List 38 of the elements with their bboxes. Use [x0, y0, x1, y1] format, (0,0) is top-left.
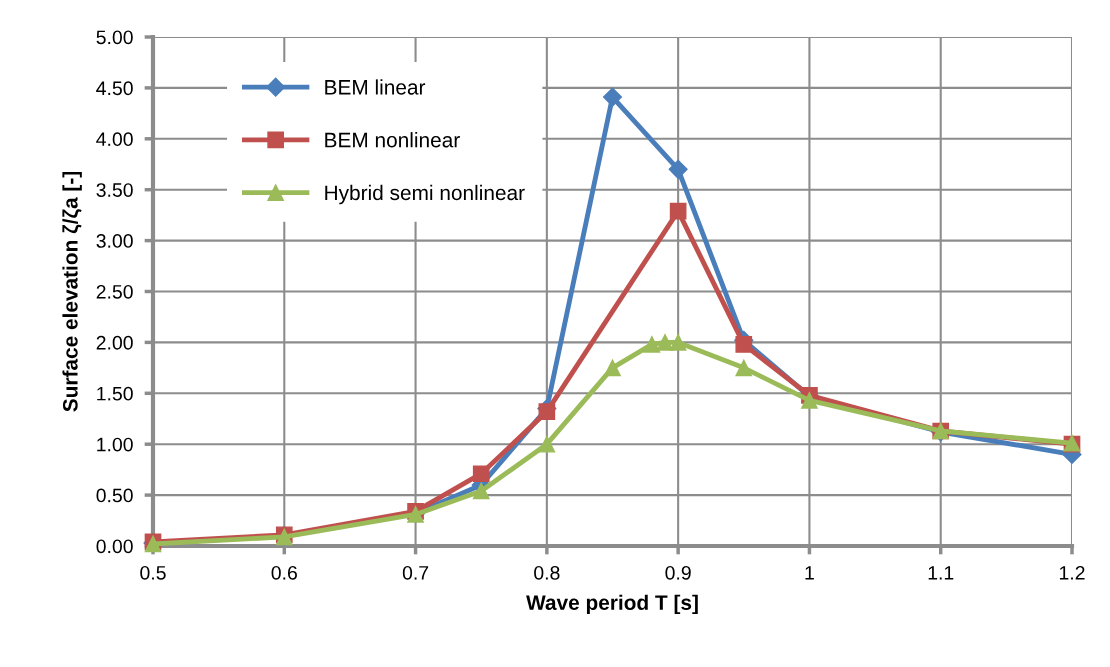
legend-label: BEM linear	[325, 79, 426, 95]
x-axis-title: Wave period T [s]	[526, 594, 698, 615]
y-tick-label: 5.00	[96, 30, 133, 45]
y-tick-label: 0.00	[96, 539, 133, 554]
point	[472, 482, 490, 500]
x-tick-label: 0.7	[402, 565, 429, 580]
point	[656, 334, 674, 351]
x-tick-label: 1.1	[928, 566, 954, 580]
point	[602, 87, 623, 107]
point	[669, 202, 687, 220]
x-tick-label: 0.6	[271, 565, 297, 580]
y-tick-label: 0.50	[96, 488, 133, 503]
y-tick-label: 3.50	[96, 183, 133, 197]
y-tick-label: 2.50	[96, 284, 133, 299]
legend-label: Hybrid semi nonlinear	[325, 184, 525, 205]
point	[643, 336, 661, 353]
y-axis-title: Surface elevation ζ/ζa [-]	[62, 171, 82, 412]
point	[801, 392, 818, 409]
x-tick-label: 1	[805, 566, 814, 580]
legend-label: BEM nonlinear	[325, 132, 460, 148]
x-tick-label: 0.9	[665, 565, 691, 580]
point	[668, 159, 688, 179]
point	[472, 465, 490, 483]
point	[735, 359, 753, 377]
point	[669, 334, 687, 351]
x-tick-label: 1.2	[1059, 565, 1085, 580]
point	[735, 336, 753, 353]
point	[604, 359, 621, 377]
point	[538, 435, 556, 453]
point	[538, 403, 556, 420]
y-tick-label: 4.50	[96, 81, 133, 96]
x-tick-label: 0.5	[140, 565, 166, 580]
y-tick-label: 4.00	[96, 132, 133, 147]
y-tick-label: 2.00	[96, 335, 133, 350]
y-tick-label: 1.00	[97, 437, 133, 452]
y-tick-label: 1.50	[97, 386, 133, 401]
x-tick-label: 0.8	[534, 565, 560, 580]
y-tick-label: 3.00	[96, 234, 133, 248]
